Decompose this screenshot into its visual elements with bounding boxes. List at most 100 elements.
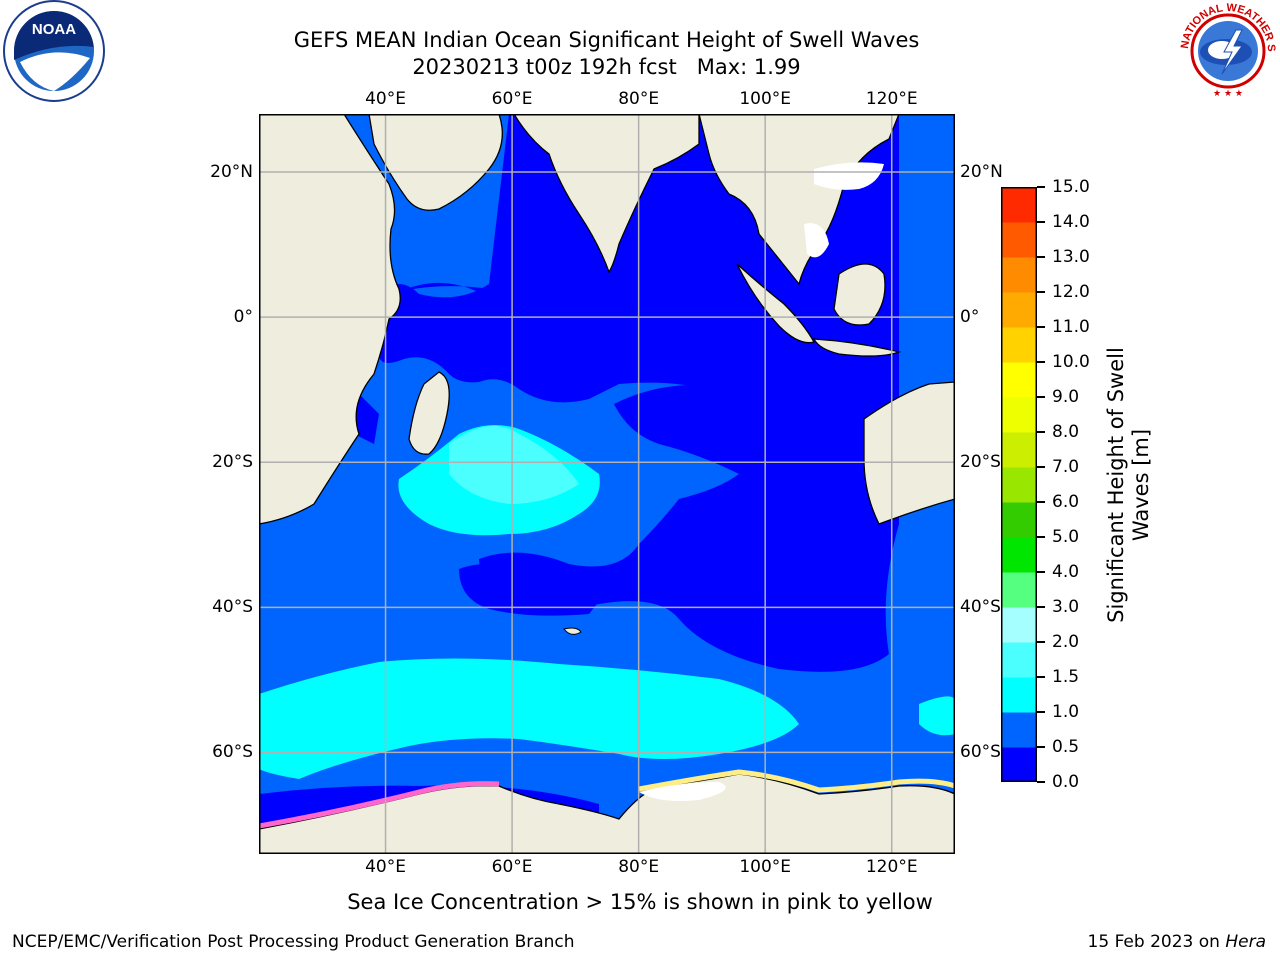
colorbar-tick-label: 3.0: [1052, 597, 1080, 617]
chart-title: GEFS MEAN Indian Ocean Significant Heigh…: [293, 28, 920, 52]
colorbar-swatch: [1001, 572, 1037, 608]
colorbar-tick-mark: [1037, 501, 1045, 503]
colorbar-tick-label: 12.0: [1052, 282, 1090, 302]
gridlines: [259, 114, 955, 854]
colorbar-tick-label: 0.0: [1052, 772, 1080, 792]
colorbar-tick-mark: [1037, 186, 1045, 188]
colorbar-tick-label: 2.0: [1052, 632, 1080, 652]
ice-mask-patch: [814, 162, 884, 190]
colorbar-tick-mark: [1037, 571, 1045, 573]
land-india: [513, 114, 700, 274]
lon-label-bottom: 100°E: [739, 857, 792, 877]
colorbar-swatch: [1001, 607, 1037, 643]
colorbar-tick-label: 5.0: [1052, 527, 1080, 547]
colorbar-swatch: [1001, 257, 1037, 293]
lon-label-bottom: 80°E: [618, 857, 660, 877]
land-sumatra: [736, 263, 815, 344]
colorbar-tick-label: 6.0: [1052, 492, 1080, 512]
lon-label-bottom: 60°E: [491, 857, 533, 877]
land-java: [812, 338, 902, 357]
colorbar-swatch: [1001, 327, 1037, 363]
colorbar-swatch: [1001, 292, 1037, 328]
lat-label-right: 40°S: [960, 597, 1001, 618]
colorbar-tick-mark: [1037, 326, 1045, 328]
colorbar-tick-label: 10.0: [1052, 352, 1090, 372]
lon-label-top: 100°E: [739, 89, 792, 109]
colorbar-tick-mark: [1037, 256, 1045, 258]
lon-label-top: 40°E: [365, 89, 406, 109]
colorbar-tick-mark: [1037, 606, 1045, 608]
sea-ice-footnote: Sea Ice Concentration > 15% is shown in …: [347, 890, 933, 914]
ice-mask-patch-2: [804, 223, 829, 258]
nws-logo-icon: NATIONAL WEATHER SERVICE ★ ★ ★: [1176, 0, 1278, 101]
lon-label-bottom: 40°E: [365, 857, 406, 877]
colorbar-tick-label: 13.0: [1052, 247, 1090, 267]
lat-label-left: 60°S: [212, 742, 253, 763]
lon-label-top: 60°E: [491, 89, 533, 109]
colorbar-swatch: [1001, 642, 1037, 678]
colorbar-tick-mark: [1037, 711, 1045, 713]
land-kerguelen: [563, 627, 582, 635]
colorbar-swatch: [1001, 397, 1037, 433]
svg-text:NOAA: NOAA: [32, 21, 76, 38]
land-borneo: [833, 263, 886, 326]
date-text: 15 Feb 2023 on Hera: [1087, 932, 1266, 952]
lat-label-left: 40°S: [212, 597, 253, 618]
credit-text: NCEP/EMC/Verification Post Processing Pr…: [12, 932, 575, 952]
lat-label-right: 0°: [960, 307, 980, 328]
colorbar-tick-mark: [1037, 361, 1045, 363]
lat-label-left: 20°S: [212, 452, 253, 473]
lat-label-left: 20°N: [210, 162, 253, 183]
noaa-logo-icon: NOAA: [3, 0, 105, 102]
swell-region-high-southeast: [919, 696, 955, 736]
land-africa: [259, 114, 401, 525]
colorbar-tick-label: 9.0: [1052, 387, 1080, 407]
colorbar-tick-mark: [1037, 221, 1045, 223]
svg-text:★ ★ ★: ★ ★ ★: [1213, 89, 1243, 99]
colorbar-tick-label: 14.0: [1052, 212, 1090, 232]
swell-region-low-north: [399, 282, 499, 304]
colorbar-tick-mark: [1037, 536, 1045, 538]
colorbar-swatch: [1001, 502, 1037, 538]
lat-label-right: 20°S: [960, 452, 1001, 473]
colorbar-tick-mark: [1037, 431, 1045, 433]
colorbar-tick-mark: [1037, 781, 1045, 783]
lon-label-top: 120°E: [865, 89, 918, 109]
colorbar-swatch: [1001, 677, 1037, 713]
lon-label-top: 80°E: [618, 89, 660, 109]
colorbar-tick-label: 15.0: [1052, 177, 1090, 197]
lat-label-left: 0°: [233, 307, 253, 328]
colorbar-tick-label: 4.0: [1052, 562, 1080, 582]
chart-subtitle: 20230213 t00z 192h fcst Max: 1.99: [412, 55, 801, 79]
sea-ice-band-east: [638, 769, 955, 793]
map-border: [259, 114, 955, 854]
swell-region-high-south: [259, 658, 799, 779]
colorbar-tick-mark: [1037, 466, 1045, 468]
map-plot: [259, 114, 955, 854]
colorbar-swatch: [1001, 467, 1037, 503]
colorbar-tick-label: 11.0: [1052, 317, 1090, 337]
land-arabia: [368, 114, 503, 211]
colorbar-swatch: [1001, 362, 1037, 398]
colorbar-swatch: [1001, 432, 1037, 468]
colorbar-tick-label: 8.0: [1052, 422, 1080, 442]
colorbar-swatch: [1001, 537, 1037, 573]
colorbar-swatch: [1001, 712, 1037, 748]
lat-label-right: 60°S: [960, 742, 1001, 763]
colorbar-tick-mark: [1037, 676, 1045, 678]
colorbar-tick-label: 7.0: [1052, 457, 1080, 477]
colorbar-swatch: [1001, 187, 1037, 223]
sea-ice-band: [259, 781, 500, 829]
colorbar-tick-label: 1.0: [1052, 702, 1080, 722]
colorbar-tick-mark: [1037, 396, 1045, 398]
colorbar-border: [1001, 187, 1037, 782]
swell-region-low-south: [459, 564, 619, 616]
colorbar-swatch: [1001, 747, 1037, 782]
colorbar-tick-label: 1.5: [1052, 667, 1080, 687]
lat-label-right: 20°N: [960, 162, 1003, 183]
swell-region-higher-west: [449, 426, 579, 504]
swell-region-low-west: [354, 394, 379, 444]
colorbar: [1001, 187, 1037, 782]
colorbar-tick-mark: [1037, 641, 1045, 643]
colorbar-tick-mark: [1037, 291, 1045, 293]
